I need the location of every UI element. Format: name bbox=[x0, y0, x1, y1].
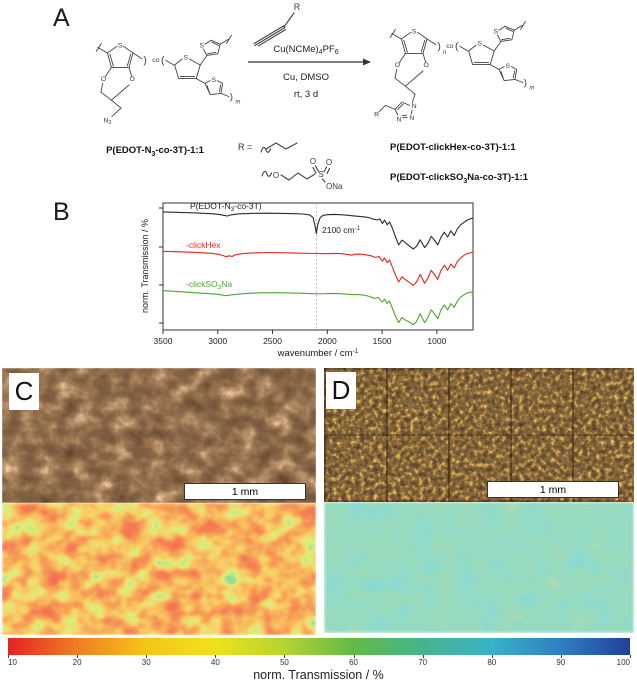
time-label: rt, 3 d bbox=[294, 89, 318, 100]
azide-label: N3 bbox=[103, 118, 111, 127]
atom-o-icon: O bbox=[326, 158, 332, 167]
triazole-side-chain bbox=[378, 93, 416, 119]
alkyne-structure bbox=[253, 12, 295, 47]
spectrum-trace-0 bbox=[162, 211, 474, 250]
arrowhead-icon bbox=[363, 58, 371, 66]
colorbar-tick-label: 60 bbox=[349, 658, 358, 667]
colorbar-tick bbox=[630, 655, 631, 658]
product-name-2: P(EDOT-clickSO3Na-co-3T)-1:1 bbox=[390, 172, 528, 185]
x-tick-label: 3000 bbox=[208, 336, 227, 346]
atom-n-icon: N bbox=[397, 116, 402, 123]
atom-n-icon: N bbox=[409, 115, 414, 122]
spectrum-trace-2 bbox=[162, 290, 474, 326]
colorbar-tick bbox=[491, 655, 493, 658]
heatmap-d bbox=[324, 502, 634, 633]
colorbar-tick-label: 80 bbox=[487, 658, 497, 667]
x-tick-label: 1000 bbox=[427, 336, 446, 346]
colorbar-tick bbox=[560, 655, 562, 658]
reagent-label: Cu(NCMe)4PF6 bbox=[273, 44, 338, 56]
heatmap-c bbox=[2, 503, 316, 635]
x-tick-label: 2000 bbox=[318, 336, 337, 346]
reactant-name: P(EDOT-N3-co-3T)-1:1 bbox=[106, 145, 204, 158]
micrograph-c-grid-overlay bbox=[2, 368, 316, 503]
x-axis-label: wavenumber / cm-1 bbox=[277, 348, 359, 359]
azide-side-chain bbox=[111, 107, 122, 118]
spectrum-trace-1 bbox=[162, 250, 474, 286]
x-tick-label: 2500 bbox=[263, 336, 282, 346]
atom-n-icon: N bbox=[412, 103, 417, 110]
panel-a-letter: A bbox=[53, 4, 70, 32]
panel-c-letter: C bbox=[9, 373, 39, 410]
scale-bar-d: 1 mm bbox=[487, 481, 619, 498]
reaction-arrow bbox=[248, 58, 371, 66]
colorbar-tick-label: 50 bbox=[279, 658, 289, 667]
r-propyl-structure bbox=[260, 142, 298, 153]
ftir-plot: 3500 3000 2500 2000 1500 1000 P(EDOT-N3-co-3T… bbox=[140, 201, 474, 359]
colorbar-tick-label: 10 bbox=[8, 658, 17, 667]
atom-o-icon: O bbox=[273, 171, 279, 180]
colorbar-tick-label: 20 bbox=[72, 658, 82, 667]
colorbar-tick bbox=[422, 655, 424, 658]
colorbar-tick bbox=[353, 655, 355, 658]
annotation-2100: 2100 cm-1 bbox=[322, 225, 361, 235]
micrograph-d-seams-overlay bbox=[324, 368, 634, 502]
colorbar-tick-label: 70 bbox=[418, 658, 428, 667]
reaction-scheme: S S S S O O ) co ( ) m N3 n bbox=[95, 2, 535, 191]
colorbar-tick bbox=[284, 655, 286, 658]
ona-label: ONa bbox=[326, 182, 343, 191]
product-name-1: P(EDOT-clickHex-co-3T)-1:1 bbox=[390, 142, 516, 153]
scale-bar-c: 1 mm bbox=[184, 483, 306, 500]
panel-d-letter: D bbox=[326, 372, 356, 409]
colorbar-gradient bbox=[8, 638, 630, 655]
solvent-label: Cu, DMSO bbox=[283, 72, 329, 83]
series-label-clickso3na: -clickSO3Na bbox=[186, 279, 232, 291]
reactant-structure: N3 bbox=[95, 34, 241, 127]
series-label-clickhex: -clickHex bbox=[186, 240, 221, 250]
series-label-azide: P(EDOT-N3-co-3T) bbox=[190, 201, 262, 213]
atom-o-icon: O bbox=[310, 157, 316, 166]
colorbar-tick bbox=[8, 655, 9, 658]
colorbar-tick-label: 30 bbox=[141, 658, 151, 667]
r-equals-label: R = bbox=[238, 142, 253, 152]
r-group-label: R bbox=[294, 2, 301, 12]
colorbar: norm. Transmission / % 10 20 30 40 50 60 70 80 9… bbox=[0, 630, 637, 686]
plot-frame bbox=[162, 202, 474, 331]
colorbar-tick bbox=[77, 655, 79, 658]
panel-b-letter: B bbox=[53, 198, 70, 226]
x-tick-label: 3500 bbox=[154, 336, 173, 346]
subscript-n: n bbox=[443, 50, 447, 56]
r-sulfonate-structure bbox=[261, 165, 331, 183]
atom-s-icon: S bbox=[318, 170, 323, 179]
micrograph-c bbox=[2, 368, 316, 503]
y-axis-label: norm. Transmission / % bbox=[140, 219, 150, 313]
r-group-label: R bbox=[374, 112, 379, 119]
colorbar-tick-label: 100 bbox=[616, 658, 630, 667]
micrograph-d bbox=[324, 368, 634, 502]
colorbar-tick bbox=[146, 655, 148, 658]
product-structure: n N N N R bbox=[374, 20, 535, 123]
colorbar-axis-label: norm. Transmission / % bbox=[253, 668, 384, 682]
colorbar-tick-label: 40 bbox=[210, 658, 220, 667]
colorbar-tick bbox=[215, 655, 217, 658]
colorbar-tick-label: 90 bbox=[556, 658, 566, 667]
x-tick-label: 1500 bbox=[373, 336, 392, 346]
